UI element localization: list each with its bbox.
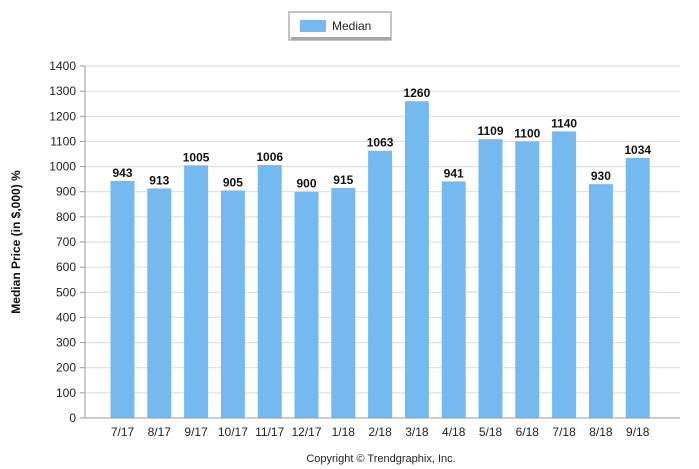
x-tick-label: 11/17 [255,425,284,439]
bar-7-17 [110,180,135,418]
bar-7-18 [552,131,577,418]
y-tick-label: 1000 [49,160,76,174]
bar-4-18 [441,181,466,418]
x-tick-label: 1/18 [332,425,356,439]
copyright-text: Copyright © Trendgraphix, Inc. [306,453,455,465]
bar-9-18 [625,158,650,418]
bar-8-17 [147,188,172,418]
bar-10-17 [220,190,245,418]
data-label: 1034 [624,143,651,157]
x-tick-label: 5/18 [479,425,503,439]
data-label: 900 [296,177,316,191]
x-tick-label: 3/18 [405,425,429,439]
legend-label-median: Median [332,19,371,33]
data-label: 915 [333,173,353,187]
y-axis-title: Median Price (in $,000) % [9,170,23,314]
y-tick-label: 500 [56,285,76,299]
x-tick-label: 12/17 [291,425,321,439]
legend-swatch-median [300,20,326,32]
x-tick-label: 6/18 [516,425,540,439]
y-tick-label: 1400 [49,59,76,73]
y-tick-label: 700 [56,235,76,249]
data-label: 941 [444,166,464,180]
data-label: 1006 [256,150,283,164]
y-tick-label: 200 [56,361,76,375]
bar-8-18 [588,184,613,418]
data-label: 1063 [367,136,394,150]
x-tick-label: 7/17 [111,425,135,439]
y-tick-label: 800 [56,210,76,224]
bar-5-18 [478,139,503,418]
bar-9-17 [184,165,209,418]
y-tick-label: 1300 [49,84,76,98]
data-label: 1005 [183,150,210,164]
x-tick-label: 8/18 [589,425,613,439]
bar-3-18 [404,101,429,418]
y-tick-label: 400 [56,310,76,324]
y-tick-label: 900 [56,185,76,199]
x-tick-label: 4/18 [442,425,466,439]
legend: Median [288,11,392,41]
x-tick-label: 10/17 [218,425,248,439]
x-axis-ticks: 7/17 8/17 9/17 10/17 11/17 12/17 1/18 2/18 3/18 4… [111,425,650,439]
bar-1-18 [331,187,356,418]
data-label: 1100 [514,126,540,140]
bar-12-17 [294,191,319,418]
y-tick-label: 0 [69,411,76,425]
y-tick-label: 100 [56,386,76,400]
data-labels: 943 913 1005 905 1006 900 915 1063 1260 941 1109 11… [112,86,651,191]
data-label: 1109 [477,124,503,138]
y-tick-label: 300 [56,336,76,350]
y-tick-label: 600 [56,260,76,274]
x-tick-label: 2/18 [368,425,392,439]
data-label: 943 [112,166,132,180]
legend-shadow [291,37,391,40]
data-label: 1140 [551,116,577,130]
y-axis-ticks: 0 100 200 300 400 500 600 700 800 900 1000 1100 1200… [49,59,85,425]
bar-6-18 [515,141,540,418]
bar-11-17 [257,165,282,418]
data-label: 913 [149,173,169,187]
data-label: 1260 [404,86,431,100]
bars [110,101,650,418]
data-label: 905 [223,175,243,189]
x-tick-label: 7/18 [552,425,576,439]
y-tick-label: 1100 [50,134,76,148]
bar-2-18 [368,150,393,418]
x-tick-label: 9/18 [626,425,650,439]
data-label: 930 [591,169,611,183]
x-tick-label: 9/17 [184,425,208,439]
y-tick-label: 1200 [49,109,76,123]
x-tick-label: 8/17 [148,425,172,439]
